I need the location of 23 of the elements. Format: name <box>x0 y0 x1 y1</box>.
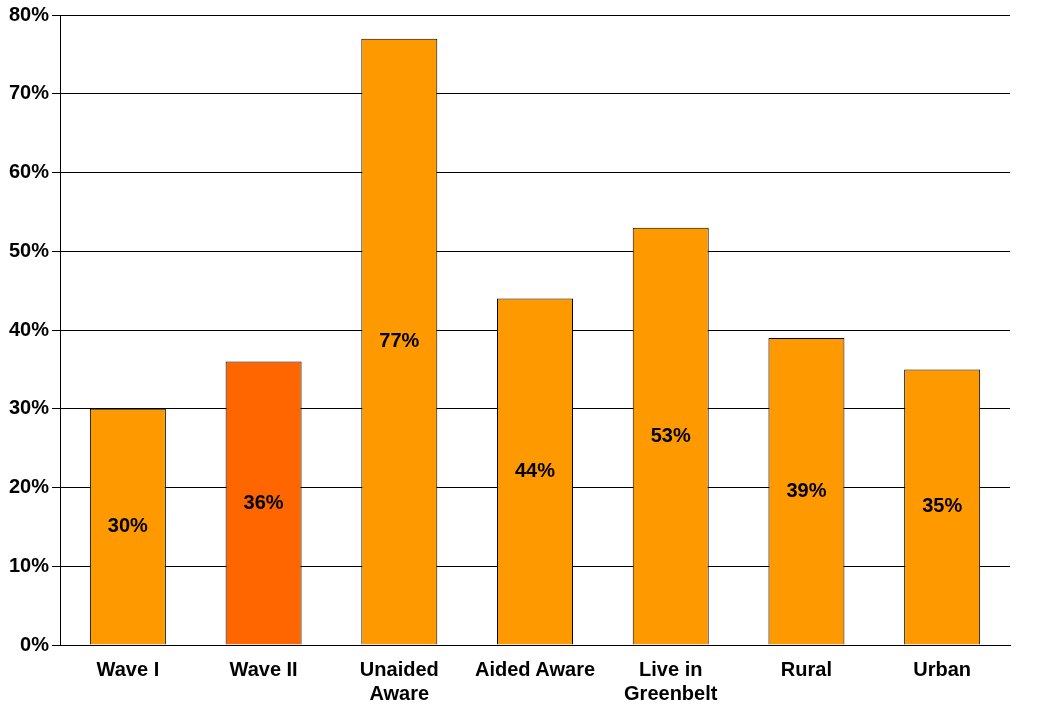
x-tick-label: Aided Aware <box>474 657 596 680</box>
data-label: 36% <box>243 490 284 513</box>
data-label: 44% <box>515 459 556 482</box>
y-tick-label: 60% <box>9 160 50 183</box>
y-tick-label: 20% <box>9 475 50 498</box>
x-tick-label: Unaided Aware <box>359 657 439 704</box>
data-label: 30% <box>107 514 149 537</box>
x-tick-label: Urban <box>913 657 972 680</box>
data-label: 53% <box>650 423 691 446</box>
y-tick-label: 0% <box>20 632 50 655</box>
data-label: 77% <box>379 329 420 352</box>
x-tick-label: Wave I <box>96 657 160 680</box>
y-tick-label: 10% <box>9 553 50 576</box>
y-tick-label: 30% <box>9 396 50 419</box>
x-tick-label: Rural <box>780 657 832 680</box>
y-tick-label: 80% <box>9 2 50 25</box>
y-tick-label: 50% <box>9 238 50 261</box>
data-label: 35% <box>922 494 963 517</box>
data-label: 39% <box>786 478 827 501</box>
y-tick-label: 70% <box>9 81 50 104</box>
y-tick-label: 40% <box>9 317 50 340</box>
x-tick-label: Live in Greenbelt <box>624 657 718 704</box>
x-tick-label: Wave II <box>229 657 298 680</box>
